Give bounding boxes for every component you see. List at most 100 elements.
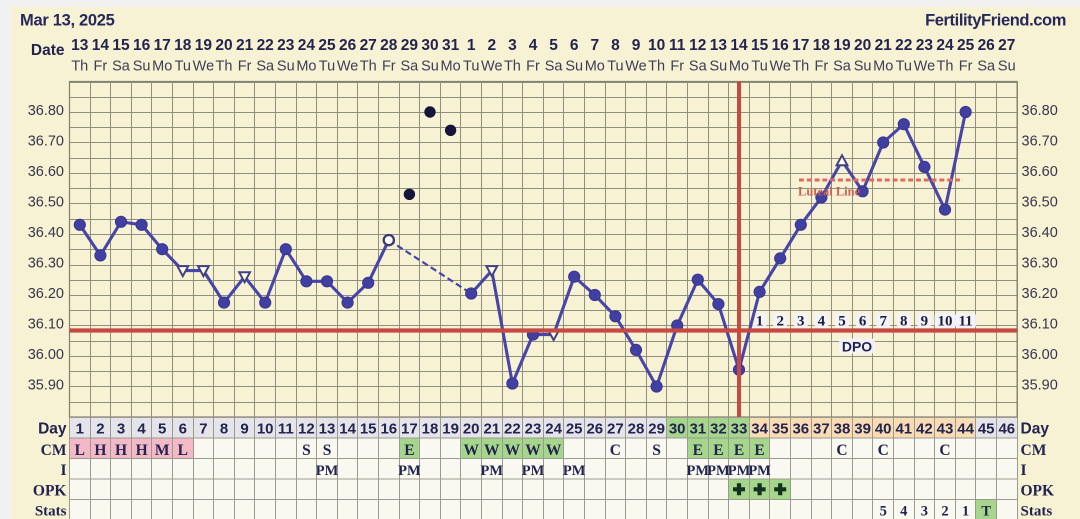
svg-text:3: 3 bbox=[921, 504, 928, 519]
svg-text:E: E bbox=[404, 442, 414, 459]
svg-text:7: 7 bbox=[590, 37, 599, 54]
svg-text:36: 36 bbox=[792, 421, 809, 438]
svg-text:2: 2 bbox=[776, 314, 784, 330]
svg-text:PM: PM bbox=[707, 463, 730, 479]
svg-text:Day: Day bbox=[38, 421, 67, 438]
svg-text:Sa: Sa bbox=[545, 59, 564, 75]
svg-text:36.20: 36.20 bbox=[28, 286, 64, 302]
svg-text:27: 27 bbox=[360, 37, 377, 54]
svg-text:4: 4 bbox=[137, 421, 146, 438]
svg-text:22: 22 bbox=[257, 37, 274, 54]
svg-text:L: L bbox=[178, 442, 188, 459]
svg-text:21: 21 bbox=[483, 421, 500, 438]
svg-text:34: 34 bbox=[751, 421, 768, 438]
svg-text:8: 8 bbox=[900, 314, 908, 330]
svg-text:DPO: DPO bbox=[842, 339, 872, 355]
svg-text:3: 3 bbox=[508, 37, 517, 54]
svg-text:2: 2 bbox=[941, 504, 948, 519]
svg-text:16: 16 bbox=[380, 421, 397, 438]
svg-text:We: We bbox=[193, 59, 215, 75]
svg-text:Su: Su bbox=[133, 59, 151, 75]
svg-text:29: 29 bbox=[401, 37, 419, 54]
svg-text:36.50: 36.50 bbox=[28, 195, 64, 211]
svg-text:6: 6 bbox=[859, 314, 867, 330]
svg-text:Sa: Sa bbox=[977, 59, 996, 75]
svg-text:23: 23 bbox=[525, 421, 542, 438]
svg-text:15: 15 bbox=[360, 421, 377, 438]
svg-text:S: S bbox=[652, 442, 661, 459]
svg-text:Th: Th bbox=[648, 59, 665, 75]
svg-text:31: 31 bbox=[442, 37, 460, 54]
svg-text:Th: Th bbox=[504, 59, 521, 75]
svg-text:Mo: Mo bbox=[441, 59, 461, 75]
svg-text:36.60: 36.60 bbox=[28, 164, 64, 180]
svg-text:Su: Su bbox=[854, 59, 872, 75]
svg-text:14: 14 bbox=[730, 37, 748, 54]
svg-text:E: E bbox=[693, 442, 703, 459]
svg-text:PM: PM bbox=[316, 463, 339, 479]
svg-text:6: 6 bbox=[570, 37, 579, 54]
svg-text:PM: PM bbox=[481, 463, 504, 479]
svg-text:13: 13 bbox=[71, 37, 89, 54]
svg-text:20: 20 bbox=[215, 37, 232, 54]
svg-text:36.00: 36.00 bbox=[28, 347, 64, 363]
svg-text:Luteal Line: Luteal Line bbox=[798, 185, 861, 199]
svg-text:36.60: 36.60 bbox=[1022, 164, 1058, 180]
svg-text:H: H bbox=[136, 442, 148, 459]
svg-text:22: 22 bbox=[504, 421, 521, 438]
svg-text:Stats: Stats bbox=[1021, 504, 1053, 519]
svg-text:36.30: 36.30 bbox=[1022, 256, 1058, 272]
svg-text:25: 25 bbox=[957, 37, 975, 54]
svg-text:C: C bbox=[836, 442, 847, 459]
svg-text:17: 17 bbox=[792, 37, 809, 54]
svg-text:4: 4 bbox=[818, 314, 826, 330]
svg-text:M: M bbox=[155, 442, 170, 459]
svg-text:PM: PM bbox=[522, 463, 545, 479]
svg-text:We: We bbox=[769, 59, 791, 75]
svg-text:30: 30 bbox=[421, 37, 438, 54]
svg-text:5: 5 bbox=[549, 37, 558, 54]
svg-text:9: 9 bbox=[921, 314, 929, 330]
svg-text:2: 2 bbox=[96, 421, 104, 438]
svg-text:We: We bbox=[914, 59, 936, 75]
svg-text:Fr: Fr bbox=[670, 59, 684, 75]
svg-text:10: 10 bbox=[938, 314, 953, 330]
svg-text:36.40: 36.40 bbox=[1022, 225, 1058, 241]
svg-text:PM: PM bbox=[563, 463, 586, 479]
svg-text:36.20: 36.20 bbox=[1022, 286, 1058, 302]
svg-text:OPK: OPK bbox=[1021, 483, 1055, 500]
svg-text:4: 4 bbox=[529, 37, 538, 54]
svg-text:26: 26 bbox=[339, 37, 357, 54]
svg-text:38: 38 bbox=[834, 421, 851, 438]
svg-text:17: 17 bbox=[401, 421, 418, 438]
svg-text:19: 19 bbox=[442, 421, 459, 438]
svg-text:2: 2 bbox=[487, 37, 496, 54]
svg-text:Tu: Tu bbox=[607, 59, 623, 75]
svg-text:36.70: 36.70 bbox=[28, 134, 64, 150]
svg-text:Th: Th bbox=[792, 59, 809, 75]
svg-text:H: H bbox=[94, 442, 106, 459]
svg-text:44: 44 bbox=[957, 421, 974, 438]
svg-text:36.40: 36.40 bbox=[28, 225, 64, 241]
svg-text:5: 5 bbox=[838, 314, 846, 330]
svg-text:36.80: 36.80 bbox=[1022, 103, 1058, 119]
svg-text:C: C bbox=[610, 442, 621, 459]
svg-text:28: 28 bbox=[380, 37, 398, 54]
svg-text:15: 15 bbox=[751, 37, 769, 54]
svg-text:Th: Th bbox=[937, 59, 954, 75]
svg-text:PM: PM bbox=[398, 463, 421, 479]
svg-text:Tu: Tu bbox=[319, 59, 335, 75]
svg-text:CM: CM bbox=[41, 442, 67, 459]
svg-text:24: 24 bbox=[298, 37, 316, 54]
svg-text:Mo: Mo bbox=[729, 59, 749, 75]
svg-text:30: 30 bbox=[669, 421, 686, 438]
svg-text:14: 14 bbox=[339, 421, 356, 438]
svg-text:35.90: 35.90 bbox=[1022, 378, 1058, 394]
svg-text:16: 16 bbox=[772, 37, 790, 54]
svg-text:11: 11 bbox=[959, 314, 973, 330]
svg-text:L: L bbox=[75, 442, 85, 459]
svg-text:Fr: Fr bbox=[959, 59, 973, 75]
svg-text:Sa: Sa bbox=[256, 59, 275, 75]
svg-text:11: 11 bbox=[669, 37, 686, 54]
svg-text:12: 12 bbox=[689, 37, 706, 54]
